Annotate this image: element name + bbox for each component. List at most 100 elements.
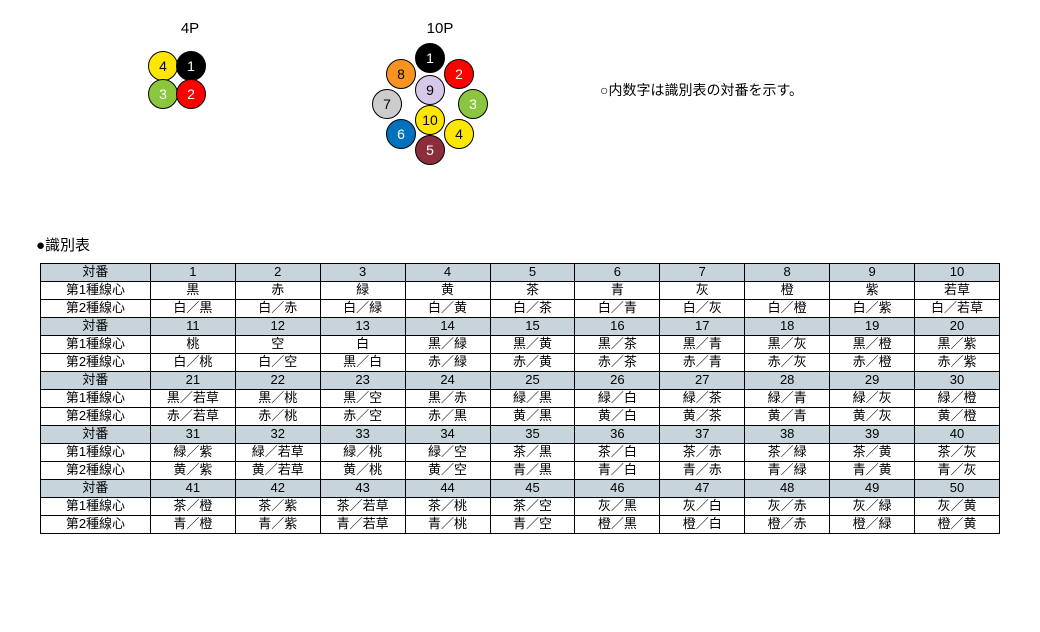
- section-title: ●識別表: [36, 234, 1020, 255]
- data-cell: 35: [490, 426, 575, 444]
- data-cell: 50: [915, 480, 1000, 498]
- data-cell: 34: [405, 426, 490, 444]
- row-label: 対番: [41, 480, 151, 498]
- data-cell: 40: [915, 426, 1000, 444]
- data-cell: 橙／黒: [575, 516, 660, 534]
- row-label: 第2種線心: [41, 516, 151, 534]
- data-cell: 黄／青: [745, 408, 830, 426]
- dot-9: 9: [415, 75, 445, 105]
- row-label: 対番: [41, 318, 151, 336]
- data-cell: 灰／赤: [745, 498, 830, 516]
- data-cell: 38: [745, 426, 830, 444]
- data-cell: 49: [830, 480, 915, 498]
- data-cell: 茶／紫: [235, 498, 320, 516]
- data-cell: 茶／桃: [405, 498, 490, 516]
- data-cell: 白: [320, 336, 405, 354]
- diagram-4p-dots: 4132: [120, 43, 240, 143]
- data-cell: 黒／若草: [150, 390, 235, 408]
- dot-6: 6: [386, 119, 416, 149]
- data-cell: 灰／黄: [915, 498, 1000, 516]
- data-cell: 45: [490, 480, 575, 498]
- data-cell: 12: [235, 318, 320, 336]
- row-label: 対番: [41, 426, 151, 444]
- row-label: 第2種線心: [41, 354, 151, 372]
- data-cell: 6: [575, 264, 660, 282]
- data-cell: 空: [235, 336, 320, 354]
- data-cell: 25: [490, 372, 575, 390]
- row-label: 第1種線心: [41, 444, 151, 462]
- data-cell: 黄／灰: [830, 408, 915, 426]
- data-cell: 青／若草: [320, 516, 405, 534]
- dot-4: 4: [148, 51, 178, 81]
- data-cell: 23: [320, 372, 405, 390]
- data-cell: 橙: [745, 282, 830, 300]
- row-label: 第1種線心: [41, 498, 151, 516]
- data-cell: 青／黄: [830, 462, 915, 480]
- data-cell: 青／桃: [405, 516, 490, 534]
- dot-2: 2: [176, 79, 206, 109]
- data-cell: 8: [745, 264, 830, 282]
- data-cell: 青／白: [575, 462, 660, 480]
- data-cell: 1: [150, 264, 235, 282]
- data-cell: 26: [575, 372, 660, 390]
- row-label: 第1種線心: [41, 390, 151, 408]
- data-cell: 青／黒: [490, 462, 575, 480]
- data-cell: 22: [235, 372, 320, 390]
- data-cell: 黄／空: [405, 462, 490, 480]
- row-label: 第2種線心: [41, 462, 151, 480]
- data-cell: 19: [830, 318, 915, 336]
- data-cell: 黒／緑: [405, 336, 490, 354]
- data-cell: 白／桃: [150, 354, 235, 372]
- dot-8: 8: [386, 59, 416, 89]
- data-cell: 青／空: [490, 516, 575, 534]
- data-cell: 黒／赤: [405, 390, 490, 408]
- data-cell: 赤／橙: [830, 354, 915, 372]
- data-cell: 9: [830, 264, 915, 282]
- row-label: 第2種線心: [41, 300, 151, 318]
- data-cell: 白／黒: [150, 300, 235, 318]
- data-cell: 茶／黄: [830, 444, 915, 462]
- data-cell: 18: [745, 318, 830, 336]
- data-cell: 黒／空: [320, 390, 405, 408]
- data-cell: 43: [320, 480, 405, 498]
- data-cell: 赤／灰: [745, 354, 830, 372]
- data-cell: 白／黄: [405, 300, 490, 318]
- data-cell: 緑／白: [575, 390, 660, 408]
- row-label: 対番: [41, 264, 151, 282]
- data-cell: 灰／緑: [830, 498, 915, 516]
- row-label: 第1種線心: [41, 336, 151, 354]
- data-cell: 37: [660, 426, 745, 444]
- data-cell: 7: [660, 264, 745, 282]
- data-cell: 桃: [150, 336, 235, 354]
- data-cell: 青／橙: [150, 516, 235, 534]
- data-cell: 白／赤: [235, 300, 320, 318]
- data-cell: 茶／若草: [320, 498, 405, 516]
- data-cell: 灰／黒: [575, 498, 660, 516]
- data-cell: 36: [575, 426, 660, 444]
- data-cell: 茶: [490, 282, 575, 300]
- data-cell: 緑／橙: [915, 390, 1000, 408]
- dot-1: 1: [415, 43, 445, 73]
- row-label: 第1種線心: [41, 282, 151, 300]
- data-cell: 青／緑: [745, 462, 830, 480]
- data-cell: 青: [575, 282, 660, 300]
- data-cell: 茶／白: [575, 444, 660, 462]
- data-cell: 24: [405, 372, 490, 390]
- data-cell: 赤／青: [660, 354, 745, 372]
- data-cell: 黒／桃: [235, 390, 320, 408]
- diagram-10p: 10P 18297310645: [340, 20, 540, 220]
- data-cell: 白／青: [575, 300, 660, 318]
- row-label: 第2種線心: [41, 408, 151, 426]
- data-cell: 黒／橙: [830, 336, 915, 354]
- data-cell: 31: [150, 426, 235, 444]
- data-cell: 44: [405, 480, 490, 498]
- data-cell: 黒／黄: [490, 336, 575, 354]
- data-cell: 緑／紫: [150, 444, 235, 462]
- data-cell: 42: [235, 480, 320, 498]
- data-cell: 茶／緑: [745, 444, 830, 462]
- data-cell: 5: [490, 264, 575, 282]
- data-cell: 橙／緑: [830, 516, 915, 534]
- data-cell: 緑／灰: [830, 390, 915, 408]
- data-cell: 青／灰: [915, 462, 1000, 480]
- data-cell: 橙／白: [660, 516, 745, 534]
